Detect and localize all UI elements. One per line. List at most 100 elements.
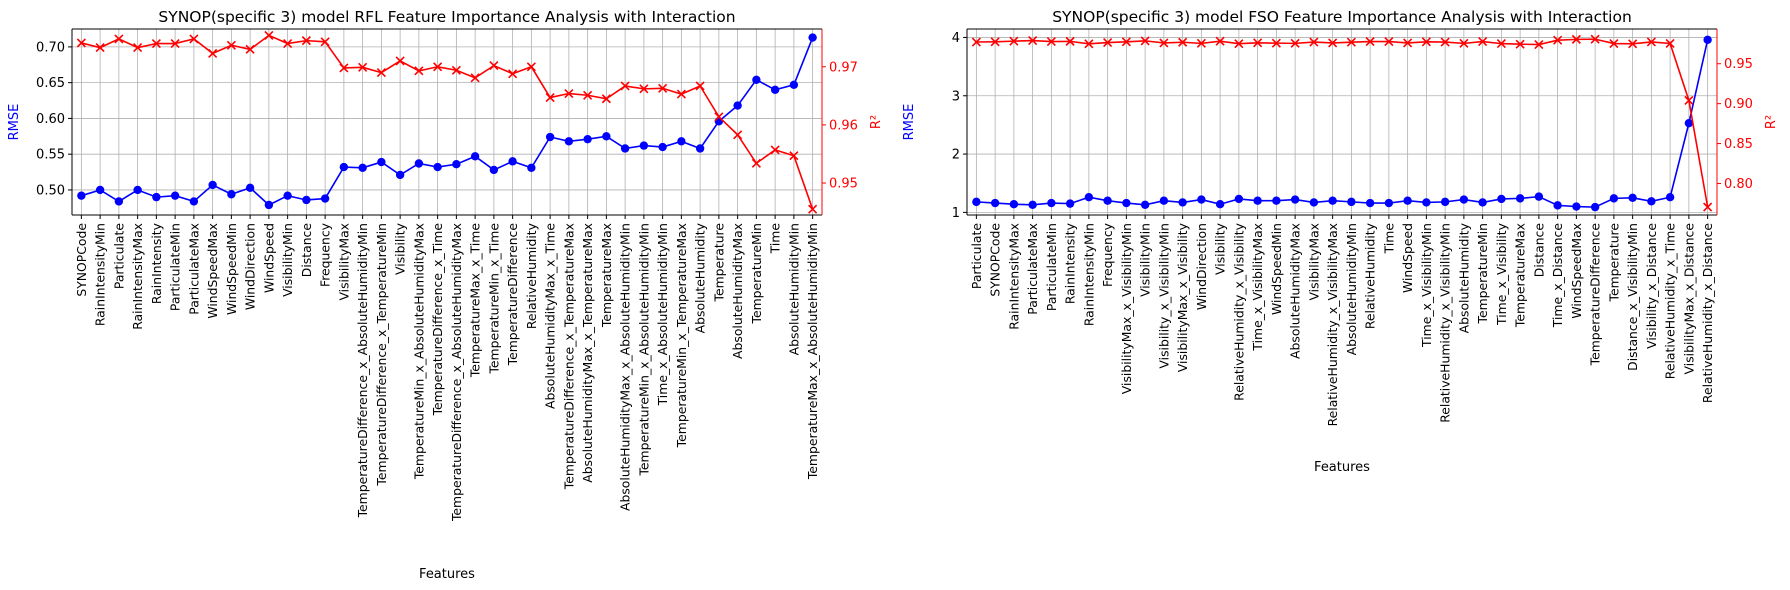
rfl-rmse-point xyxy=(714,117,724,126)
rfl-x-tick-label: Visibility xyxy=(393,223,408,275)
fso-left-tick-label: 2 xyxy=(952,148,960,163)
fso-r2-point xyxy=(1121,37,1131,47)
fso-x-tick-label: WindSpeedMin xyxy=(1269,223,1284,315)
fso-x-tick-label: Visibility xyxy=(1213,223,1228,275)
fso-left-tick-label: 3 xyxy=(952,89,960,104)
rfl-r2-point xyxy=(508,69,518,79)
fso-r2-point xyxy=(1609,38,1619,49)
fso-rmse-point xyxy=(1347,197,1356,207)
rfl-r2-point xyxy=(376,68,386,78)
fso-r2-point xyxy=(1103,38,1113,48)
rfl-r2-point xyxy=(714,112,724,122)
rfl-r2-point xyxy=(226,40,236,50)
fso-left-tick-label: 4 xyxy=(952,31,960,46)
rfl-r2-point xyxy=(339,63,349,73)
rfl-rmse-point xyxy=(564,137,574,146)
fso-rmse-point xyxy=(1684,118,1694,128)
fso-x-tick-label: TemperatureMax xyxy=(1513,223,1528,328)
rfl-r2-point xyxy=(526,62,536,72)
fso-rmse-point xyxy=(1572,202,1581,211)
fso-gridlines xyxy=(967,29,1717,215)
fso-r2-point xyxy=(1365,36,1375,47)
rfl-x-tick-label: TemperatureMin_x_TemperatureMax xyxy=(674,223,689,448)
rfl-r2-point xyxy=(620,81,630,91)
fso-r2-point xyxy=(1253,38,1263,48)
rfl-r2-point xyxy=(789,151,799,161)
rfl-rmse-point xyxy=(395,170,405,180)
rfl-rmse-point xyxy=(470,152,480,161)
rfl-r2-point xyxy=(170,38,180,49)
rfl-x-tick-label: TemperatureMin_x_Time xyxy=(486,223,501,375)
rfl-right-tick-label: 0.96 xyxy=(829,118,858,133)
fso-r2-point xyxy=(1178,37,1188,47)
fso-r2-point xyxy=(1571,34,1581,44)
fso-x-tick-label: Time_x_Visibility xyxy=(1494,223,1509,326)
fso-x-tick-label: Visibility_x_Distance xyxy=(1644,223,1659,349)
rfl-r2-point xyxy=(451,65,461,75)
rfl-r2-point xyxy=(433,62,443,72)
fso-rmse-line xyxy=(976,39,1709,208)
rfl-rmse-point xyxy=(695,144,705,153)
fso-rmse-point xyxy=(1478,198,1487,207)
rfl-gridlines xyxy=(72,29,822,215)
fso-x-tick-label: ParticulateMin xyxy=(1044,223,1059,311)
rfl-rmse-point xyxy=(245,183,255,193)
fso-rmse-point xyxy=(1215,200,1225,209)
rfl-rmse-point xyxy=(152,192,161,202)
fso-r2-point xyxy=(1290,38,1300,48)
fso-rmse-point xyxy=(1103,196,1112,205)
fso-x-tick-label: TemperatureDifference xyxy=(1588,223,1603,366)
rfl-rmse-point xyxy=(227,190,236,199)
rfl-rmse-point xyxy=(527,163,536,172)
fso-x-tick-label: Particulate xyxy=(969,223,984,289)
rfl-r2-point xyxy=(358,62,368,72)
rfl-r2-point xyxy=(395,56,405,66)
fso-x-tick-label: Time_x_VisibilityMax xyxy=(1250,223,1265,352)
fso-r2-point xyxy=(1215,36,1225,46)
rfl-rmse-point xyxy=(302,195,311,205)
rfl-r2-point xyxy=(564,88,574,99)
rfl-x-tick-label: TemperatureDifference_x_TemperatureMin xyxy=(374,223,389,487)
rfl-r2-point xyxy=(245,44,255,54)
rfl-r2-point xyxy=(208,48,218,58)
rfl-r2-point xyxy=(770,145,780,155)
fso-r2-point xyxy=(1328,38,1338,48)
fso-rmse-point xyxy=(1665,193,1675,202)
rfl-rmse-point xyxy=(733,101,742,110)
rfl-rmse-point xyxy=(377,157,386,167)
rfl-x-tick-label: AbsoluteHumidityMax_x_AbsoluteHumidityMi… xyxy=(618,223,633,511)
rfl-x-tick-label: TemperatureDifference_x_TemperatureMax xyxy=(561,223,576,490)
fso-x-tick-label: RainIntensity xyxy=(1063,223,1078,304)
fso-rmse-point xyxy=(1159,196,1169,205)
rfl-x-tick-label: Frequency xyxy=(318,223,333,287)
fso-r2-point xyxy=(1009,36,1019,46)
fso-rmse-point xyxy=(1197,195,1206,204)
rfl-r2-point xyxy=(283,38,293,49)
rfl-x-tick-label: AbsoluteHumidityMax_x_Time xyxy=(543,223,558,409)
fso-x-tick-label: AbsoluteHumidity xyxy=(1456,223,1471,333)
rfl-rmse-point xyxy=(658,142,667,152)
fso-rmse-point xyxy=(1140,200,1150,209)
rfl-left-tick-label: 0.70 xyxy=(36,40,65,55)
rfl-rmse-point xyxy=(583,134,592,144)
fso-rmse-point xyxy=(1084,193,1094,202)
fso-r2-point xyxy=(1515,39,1525,49)
fso-r2-point xyxy=(1271,38,1281,48)
fso-r2-point xyxy=(1628,39,1638,49)
rfl-right-ticks: 0.95 0.96 0.97 xyxy=(822,60,858,192)
rfl-x-tick-label: Time xyxy=(768,223,783,254)
fso-rmse-point xyxy=(1028,200,1037,209)
rfl-x-tick-label: SYNOPCode xyxy=(74,223,89,297)
rfl-rmse-point xyxy=(489,165,499,175)
fso-x-axis-label: Features xyxy=(1314,460,1370,475)
fso-rmse-series xyxy=(972,35,1712,212)
rfl-r2-point xyxy=(189,34,199,44)
fso-right-ticks: 0.80 0.85 0.90 0.95 xyxy=(1717,57,1753,192)
fso-x-tick-label: Time xyxy=(1381,223,1396,254)
fso-x-tick-label: VisibilityMax xyxy=(1306,223,1321,301)
fso-r2-point xyxy=(1421,37,1431,47)
rfl-r2-line xyxy=(81,34,814,210)
fso-chart: SYNOP(specific 3) model FSO Feature Impo… xyxy=(902,8,1779,475)
fso-r2-point xyxy=(971,37,981,47)
rfl-rmse-point xyxy=(508,157,517,166)
